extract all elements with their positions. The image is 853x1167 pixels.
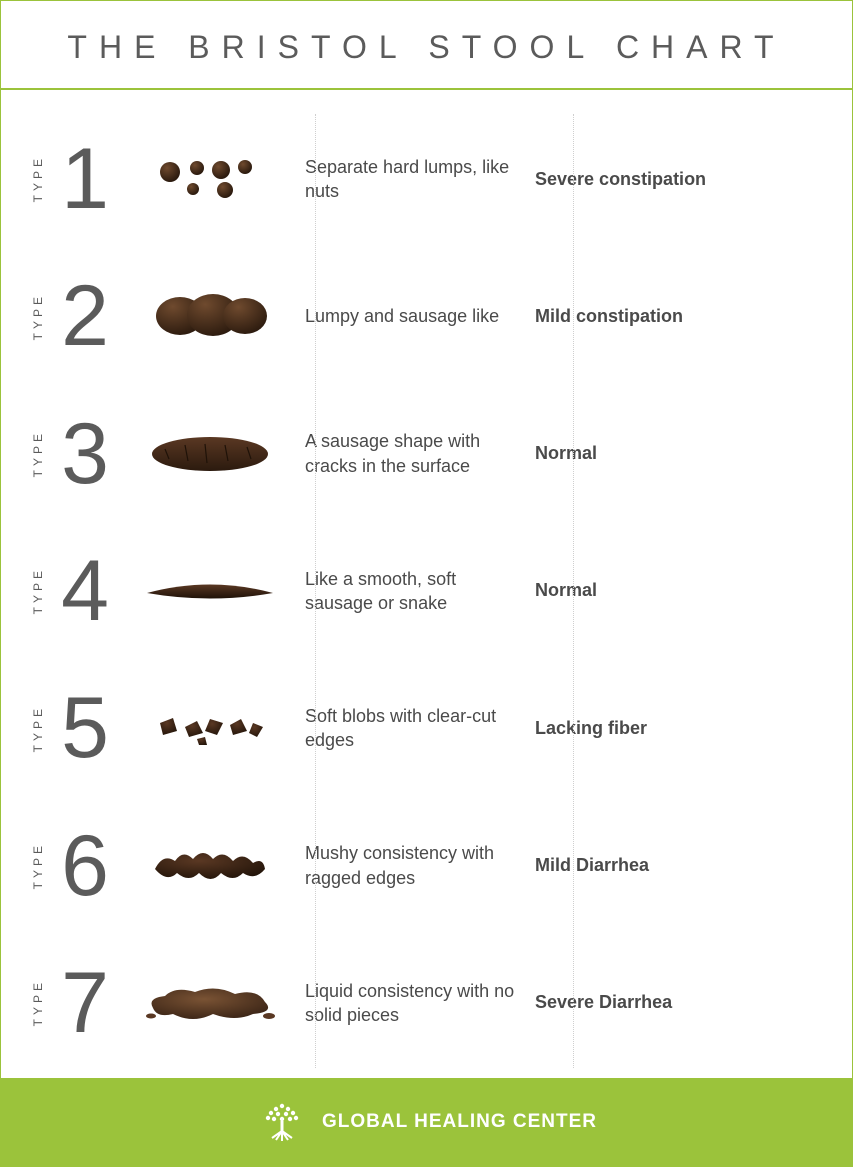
tree-icon — [256, 1094, 308, 1151]
stool-diagnosis: Normal — [535, 580, 816, 601]
type-label: TYPE — [31, 430, 45, 477]
table-row: TYPE 7 Liquid consistency with no solid … — [31, 938, 816, 1068]
stool-diagnosis: Mild Diarrhea — [535, 855, 816, 876]
type-number: 3 — [53, 411, 117, 497]
stool-diagnosis: Severe constipation — [535, 169, 816, 190]
table-row: TYPE 2 Lumpy and sausage like Mild const… — [31, 251, 816, 381]
table-row: TYPE 6 Mushy consistency with ragged edg… — [31, 801, 816, 931]
footer-brand: GLOBAL HEALING CENTER — [322, 1111, 597, 1133]
stool-description: A sausage shape with cracks in the surfa… — [305, 429, 535, 478]
stool-description: Separate hard lumps, like nuts — [305, 155, 535, 204]
stool-illustration-6 — [125, 821, 295, 911]
stool-description: Mushy consistency with ragged edges — [305, 841, 535, 890]
type-number: 4 — [53, 548, 117, 634]
stool-diagnosis: Mild constipation — [535, 306, 816, 327]
table-row: TYPE 4 Like a smooth, soft sausage or sn… — [31, 526, 816, 656]
type-number: 1 — [53, 136, 117, 222]
stool-illustration-7 — [125, 958, 295, 1048]
stool-description: Lumpy and sausage like — [305, 304, 535, 328]
stool-illustration-3 — [125, 409, 295, 499]
stool-diagnosis: Normal — [535, 443, 816, 464]
type-number: 6 — [53, 823, 117, 909]
stool-description: Like a smooth, soft sausage or snake — [305, 567, 535, 616]
type-label: TYPE — [31, 705, 45, 752]
table-row: TYPE 1 Separate hard lumps, — [31, 114, 816, 244]
type-label: TYPE — [31, 293, 45, 340]
chart-header: THE BRISTOL STOOL CHART — [1, 1, 852, 90]
stool-diagnosis: Lacking fiber — [535, 718, 816, 739]
type-label: TYPE — [31, 155, 45, 202]
table-row: TYPE 5 Soft blobs with clea — [31, 663, 816, 793]
stool-illustration-2 — [125, 271, 295, 361]
stool-description: Liquid consistency with no solid pieces — [305, 979, 535, 1028]
type-label: TYPE — [31, 567, 45, 614]
type-number: 5 — [53, 685, 117, 771]
chart-rows: TYPE 1 Separate hard lumps, — [1, 90, 852, 1078]
column-divider-2 — [573, 114, 574, 1068]
type-label: TYPE — [31, 979, 45, 1026]
chart-title: THE BRISTOL STOOL CHART — [1, 29, 852, 66]
type-label: TYPE — [31, 842, 45, 889]
stool-illustration-5 — [125, 683, 295, 773]
chart-page: THE BRISTOL STOOL CHART TYPE 1 — [0, 0, 853, 1167]
footer: GLOBAL HEALING CENTER — [1, 1078, 852, 1166]
type-number: 2 — [53, 273, 117, 359]
table-row: TYPE 3 A sausage shape with cracks in th… — [31, 389, 816, 519]
stool-diagnosis: Severe Diarrhea — [535, 992, 816, 1013]
stool-illustration-1 — [125, 134, 295, 224]
type-number: 7 — [53, 960, 117, 1046]
stool-illustration-4 — [125, 546, 295, 636]
stool-description: Soft blobs with clear-cut edges — [305, 704, 535, 753]
column-divider-1 — [315, 114, 316, 1068]
